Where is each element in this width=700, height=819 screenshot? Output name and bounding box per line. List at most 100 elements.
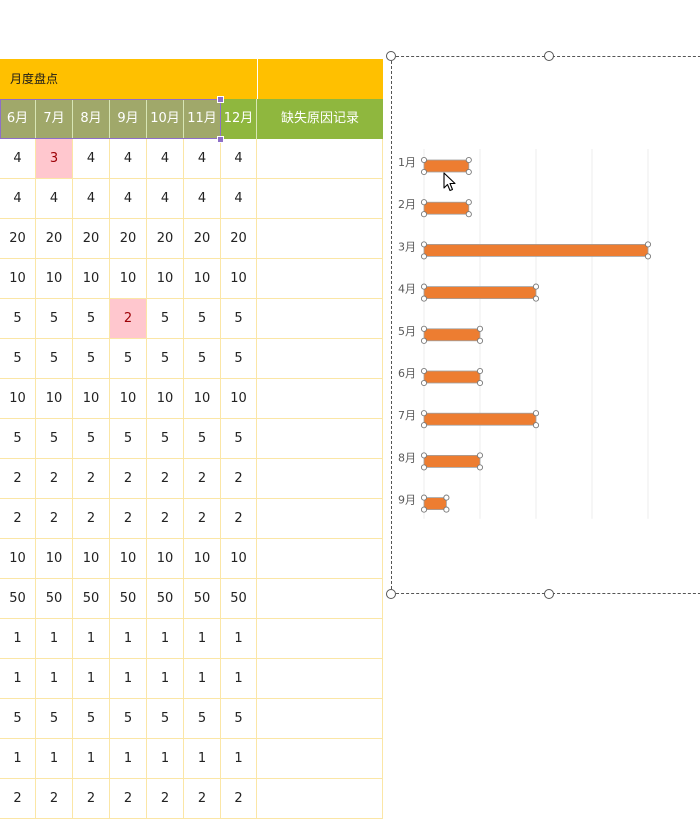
bar-selection-handle[interactable] (476, 464, 484, 471)
count-cell[interactable]: 1 (73, 619, 110, 659)
count-cell[interactable]: 5 (0, 419, 36, 459)
count-cell[interactable]: 10 (221, 379, 257, 419)
count-cell[interactable]: 50 (0, 579, 36, 619)
count-cell[interactable]: 5 (221, 299, 257, 339)
count-cell[interactable]: 2 (36, 459, 73, 499)
missing-value-cell[interactable]: 3 (36, 139, 73, 179)
chart-resize-handle[interactable] (544, 589, 554, 599)
bar-selection-handle[interactable] (443, 494, 450, 501)
count-cell[interactable]: 5 (221, 419, 257, 459)
count-cell[interactable]: 4 (36, 179, 73, 219)
reason-cell[interactable] (257, 219, 383, 259)
count-cell[interactable]: 10 (147, 379, 184, 419)
count-cell[interactable]: 1 (147, 619, 184, 659)
count-cell[interactable]: 10 (110, 379, 147, 419)
count-cell[interactable]: 10 (73, 259, 110, 299)
count-cell[interactable]: 5 (36, 699, 73, 739)
missing-value-cell[interactable]: 2 (110, 299, 147, 339)
count-cell[interactable]: 5 (221, 339, 257, 379)
count-cell[interactable]: 4 (0, 139, 36, 179)
month-header-cell[interactable]: 11月 (184, 99, 221, 139)
count-cell[interactable]: 10 (110, 539, 147, 579)
count-cell[interactable]: 2 (184, 459, 221, 499)
count-cell[interactable]: 2 (147, 779, 184, 819)
bar-selection-handle[interactable] (476, 325, 484, 332)
reason-cell[interactable] (257, 659, 383, 699)
count-cell[interactable]: 5 (184, 699, 221, 739)
bar-selection-handle[interactable] (420, 325, 428, 332)
count-cell[interactable]: 2 (36, 499, 73, 539)
count-cell[interactable]: 1 (221, 619, 257, 659)
chart-bar[interactable] (423, 370, 481, 384)
monthly-bar-chart[interactable]: 1月 2月 3月 4月 5月 6月 7月 8月 9月 (391, 56, 700, 594)
count-cell[interactable]: 4 (73, 139, 110, 179)
month-header-cell[interactable]: 12月 (221, 99, 257, 139)
count-cell[interactable]: 4 (184, 179, 221, 219)
count-cell[interactable]: 4 (221, 179, 257, 219)
chart-bar[interactable] (423, 497, 447, 511)
count-cell[interactable]: 2 (73, 499, 110, 539)
count-cell[interactable]: 1 (36, 619, 73, 659)
chart-bar[interactable] (423, 286, 537, 300)
bar-selection-handle[interactable] (420, 295, 428, 302)
count-cell[interactable]: 20 (73, 219, 110, 259)
count-cell[interactable]: 5 (0, 699, 36, 739)
count-cell[interactable]: 2 (110, 499, 147, 539)
count-cell[interactable]: 4 (147, 179, 184, 219)
count-cell[interactable]: 10 (184, 379, 221, 419)
count-cell[interactable]: 10 (147, 539, 184, 579)
count-cell[interactable]: 1 (184, 659, 221, 699)
count-cell[interactable]: 2 (110, 779, 147, 819)
month-header-cell[interactable]: 9月 (110, 99, 147, 139)
selection-handle[interactable] (217, 96, 224, 103)
count-cell[interactable]: 4 (110, 179, 147, 219)
count-cell[interactable]: 1 (184, 619, 221, 659)
count-cell[interactable]: 5 (184, 339, 221, 379)
count-cell[interactable]: 4 (73, 179, 110, 219)
count-cell[interactable]: 5 (36, 419, 73, 459)
count-cell[interactable]: 10 (73, 379, 110, 419)
bar-selection-handle[interactable] (465, 211, 472, 218)
count-cell[interactable]: 1 (73, 659, 110, 699)
bar-selection-handle[interactable] (420, 494, 428, 501)
count-cell[interactable]: 10 (110, 259, 147, 299)
bar-selection-handle[interactable] (420, 367, 428, 375)
chart-bar[interactable] (423, 328, 481, 342)
count-cell[interactable]: 20 (184, 219, 221, 259)
count-cell[interactable]: 5 (73, 419, 110, 459)
bar-selection-handle[interactable] (465, 156, 472, 164)
chart-bar[interactable] (423, 201, 470, 215)
count-cell[interactable]: 1 (0, 739, 36, 779)
count-cell[interactable]: 1 (147, 659, 184, 699)
count-cell[interactable]: 2 (73, 459, 110, 499)
count-cell[interactable]: 50 (36, 579, 73, 619)
bar-selection-handle[interactable] (476, 367, 484, 375)
count-cell[interactable]: 5 (73, 699, 110, 739)
bar-selection-handle[interactable] (476, 337, 484, 344)
count-cell[interactable]: 50 (184, 579, 221, 619)
count-cell[interactable]: 1 (221, 739, 257, 779)
count-cell[interactable]: 10 (36, 379, 73, 419)
bar-selection-handle[interactable] (644, 253, 652, 260)
count-cell[interactable]: 5 (110, 419, 147, 459)
count-cell[interactable]: 1 (73, 739, 110, 779)
count-cell[interactable]: 2 (0, 779, 36, 819)
bar-selection-handle[interactable] (420, 379, 428, 387)
selection-handle[interactable] (217, 136, 224, 143)
count-cell[interactable]: 50 (73, 579, 110, 619)
bar-selection-handle[interactable] (532, 422, 540, 429)
bar-selection-handle[interactable] (420, 506, 428, 513)
reason-cell[interactable] (257, 499, 383, 539)
reason-cell[interactable] (257, 139, 383, 179)
count-cell[interactable]: 20 (221, 219, 257, 259)
count-cell[interactable]: 5 (73, 299, 110, 339)
bar-selection-handle[interactable] (420, 337, 428, 344)
count-cell[interactable]: 2 (147, 459, 184, 499)
reason-cell[interactable] (257, 299, 383, 339)
reason-cell[interactable] (257, 779, 383, 819)
count-cell[interactable]: 1 (110, 659, 147, 699)
bar-selection-handle[interactable] (465, 168, 472, 176)
bar-selection-handle[interactable] (532, 295, 540, 302)
count-cell[interactable]: 5 (221, 699, 257, 739)
chart-resize-handle[interactable] (544, 51, 554, 61)
